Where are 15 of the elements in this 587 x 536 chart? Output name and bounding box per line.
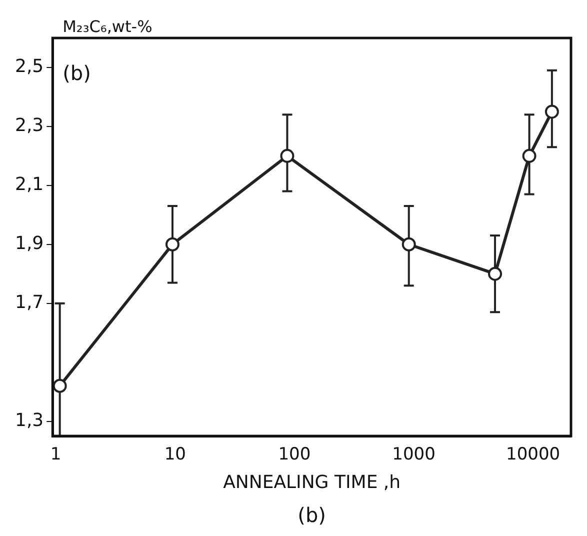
text: (b)	[298, 503, 326, 527]
y-tick-label: 2,5	[14, 56, 44, 78]
y-tick-label: 1,7	[14, 292, 44, 314]
y-axis-title: M₂₃C₆,wt-%	[62, 17, 152, 36]
y-tick-label: 2,1	[14, 174, 44, 196]
x-tick-label: 100	[278, 444, 311, 465]
y-tick-label: 1,3	[14, 410, 44, 431]
x-axis-title: ANNEALING TIME ,h	[223, 472, 401, 493]
x-tick-label: 1000	[392, 444, 436, 465]
x-tick-label: 10000	[506, 444, 560, 465]
y-tick-label: 1,9	[14, 233, 44, 254]
y-tick-label: 2,3	[14, 115, 44, 136]
annotation: (b)	[62, 61, 91, 85]
x-tick-label: 10	[164, 444, 186, 465]
x-tick-label: 1	[50, 444, 62, 465]
